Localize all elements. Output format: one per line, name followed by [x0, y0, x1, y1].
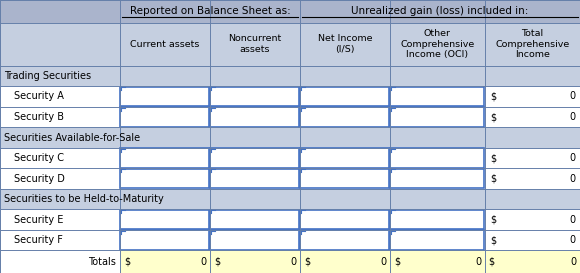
Text: 0: 0	[570, 215, 576, 225]
Text: $: $	[491, 215, 497, 225]
Bar	[300, 148, 389, 168]
Bar	[120, 250, 210, 273]
Text: $: $	[214, 257, 220, 267]
Text: 0: 0	[570, 235, 576, 245]
Bar	[390, 210, 484, 229]
Bar	[300, 250, 390, 273]
Bar	[485, 250, 579, 273]
Bar	[300, 87, 389, 106]
Bar	[390, 148, 484, 168]
Bar	[390, 107, 484, 127]
Text: 0: 0	[201, 257, 207, 267]
Text: 0: 0	[571, 257, 577, 267]
Text: 0: 0	[476, 257, 482, 267]
Bar	[300, 169, 389, 188]
Text: 0: 0	[570, 174, 576, 183]
Bar	[211, 210, 299, 229]
Text: Net Income
(I/S): Net Income (I/S)	[318, 34, 372, 54]
Bar	[121, 169, 209, 188]
Bar	[0, 23, 579, 66]
Bar	[0, 107, 579, 127]
Text: Securities to be Held-to-Maturity: Securities to be Held-to-Maturity	[4, 194, 164, 204]
Bar	[121, 87, 209, 106]
Text: $: $	[124, 257, 130, 267]
Text: 0: 0	[570, 112, 576, 122]
Text: $: $	[491, 112, 497, 122]
Text: Security D: Security D	[14, 174, 65, 183]
Text: $: $	[394, 257, 400, 267]
Bar	[211, 148, 299, 168]
Bar	[0, 168, 579, 189]
Bar	[211, 87, 299, 106]
Text: 0: 0	[380, 257, 387, 267]
Bar	[390, 250, 485, 273]
Bar	[390, 87, 484, 106]
Text: Unrealized gain (loss) included in:: Unrealized gain (loss) included in:	[351, 6, 528, 16]
Text: $: $	[491, 153, 497, 163]
Text: Security E: Security E	[14, 215, 63, 225]
Text: Security A: Security A	[14, 91, 64, 102]
Bar	[0, 0, 579, 23]
Bar	[211, 230, 299, 250]
Bar	[0, 230, 579, 250]
Text: Noncurrent
assets: Noncurrent assets	[229, 34, 281, 54]
Bar	[300, 250, 390, 273]
Text: Security F: Security F	[14, 235, 63, 245]
Text: $: $	[491, 174, 497, 183]
Text: Reported on Balance Sheet as:: Reported on Balance Sheet as:	[129, 6, 290, 16]
Bar	[300, 107, 389, 127]
Bar	[121, 210, 209, 229]
Bar	[0, 66, 579, 86]
Bar	[390, 230, 484, 250]
Text: $: $	[489, 257, 495, 267]
Bar	[0, 127, 579, 148]
Bar	[390, 169, 484, 188]
Bar	[0, 189, 579, 209]
Text: 0: 0	[570, 91, 576, 102]
Bar	[0, 86, 579, 107]
Text: Security C: Security C	[14, 153, 64, 163]
Bar	[0, 209, 579, 230]
Text: $: $	[491, 235, 497, 245]
Bar	[300, 230, 389, 250]
Text: 0: 0	[291, 257, 297, 267]
Text: Securities Available-for-Sale: Securities Available-for-Sale	[4, 132, 140, 143]
Bar	[0, 250, 579, 273]
Bar	[120, 250, 210, 273]
Bar	[0, 250, 120, 273]
Bar	[211, 169, 299, 188]
Bar	[210, 250, 300, 273]
Bar	[121, 148, 209, 168]
Bar	[485, 250, 579, 273]
Text: 0: 0	[570, 153, 576, 163]
Text: Totals: Totals	[88, 257, 116, 267]
Bar	[121, 107, 209, 127]
Text: Other
Comprehensive
Income (OCI): Other Comprehensive Income (OCI)	[400, 29, 474, 59]
Bar	[390, 250, 485, 273]
Text: Current assets: Current assets	[130, 40, 200, 49]
Text: $: $	[491, 91, 497, 102]
Bar	[121, 230, 209, 250]
Bar	[210, 250, 300, 273]
Text: Total
Comprehensive
Income: Total Comprehensive Income	[495, 29, 570, 59]
Text: Security B: Security B	[14, 112, 64, 122]
Bar	[0, 148, 579, 168]
Text: $: $	[304, 257, 310, 267]
Bar	[211, 107, 299, 127]
Text: Trading Securities: Trading Securities	[4, 71, 91, 81]
Bar	[300, 210, 389, 229]
